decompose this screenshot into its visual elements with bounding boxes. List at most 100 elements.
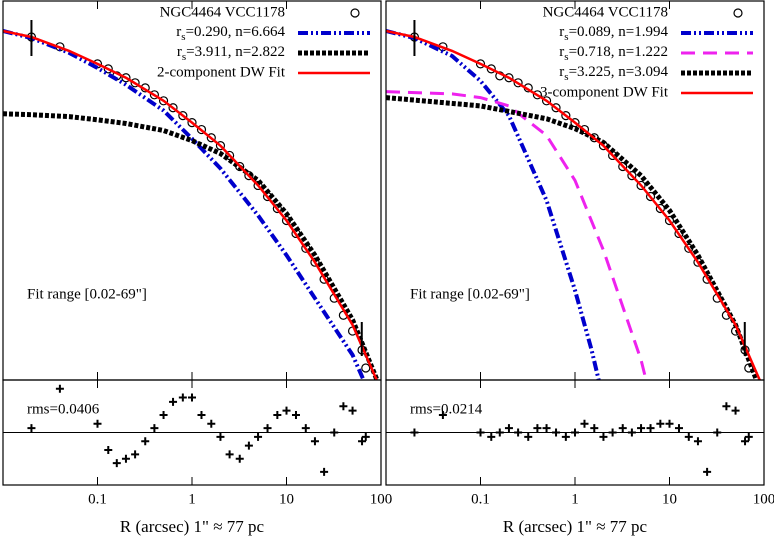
- data-point: [244, 171, 254, 181]
- residual-point: [225, 450, 234, 459]
- residual-point: [476, 428, 485, 437]
- data-point: [149, 90, 159, 100]
- residual-point: [301, 424, 310, 433]
- x-tick-label: 10: [662, 491, 677, 507]
- data-point: [541, 96, 552, 106]
- data-point: [513, 78, 523, 88]
- residual-point: [235, 454, 244, 463]
- legend-label: NGC4464 VCC1178: [543, 4, 668, 20]
- model-curve: [386, 95, 760, 380]
- legend-label: rs=0.089, n=1.994: [559, 24, 668, 42]
- residual-point: [310, 437, 319, 446]
- residual-point: [159, 411, 168, 419]
- x-axis-label: R (arcsec) 1" ≈ 77 pc: [120, 517, 265, 536]
- residual-point: [627, 428, 636, 437]
- residual-point: [608, 428, 617, 437]
- model-curve: [3, 29, 379, 380]
- residual-point: [674, 424, 683, 433]
- x-tick-label: 10: [279, 491, 294, 507]
- residual-point: [637, 424, 646, 433]
- residual-point: [27, 424, 36, 433]
- legend-label: NGC4464 VCC1178: [160, 4, 285, 20]
- data-point: [618, 161, 628, 172]
- plot-area: [3, 384, 381, 476]
- x-tick-label: 1: [571, 491, 579, 507]
- legend-label: rs=0.718, n=1.222: [559, 44, 668, 62]
- annotation: Fit range [0.02-69"]: [410, 286, 530, 302]
- residual-point: [244, 441, 253, 450]
- residual-point: [713, 428, 722, 437]
- residual-point: [618, 424, 627, 433]
- data-point: [178, 111, 188, 121]
- legend-label: rs=3.911, n=2.822: [177, 44, 285, 62]
- residual-point: [703, 467, 712, 476]
- residual-point: [665, 419, 674, 428]
- data-point: [579, 124, 590, 135]
- data-point: [551, 103, 561, 113]
- legend-marker: [350, 8, 360, 18]
- residual-point: [571, 428, 579, 437]
- residual-point: [178, 393, 187, 402]
- residual-point: [263, 424, 272, 433]
- x-tick-label: 100: [753, 491, 774, 507]
- annotation: rms=0.0214: [410, 401, 483, 417]
- residual-point: [693, 437, 702, 446]
- residual-point: [339, 402, 348, 411]
- data-point: [103, 64, 113, 74]
- residual-point: [741, 437, 750, 446]
- legend-label: 2-component DW Fit: [157, 64, 286, 80]
- x-tick-label: 100: [370, 491, 393, 507]
- data-point: [532, 90, 542, 100]
- data-point: [664, 215, 675, 226]
- residual-point: [254, 432, 263, 441]
- data-point: [645, 191, 656, 202]
- residual-point: [141, 437, 150, 446]
- residual-point: [358, 437, 367, 446]
- residual-point: [169, 397, 178, 406]
- residual-point: [561, 432, 570, 441]
- residual-point: [273, 411, 282, 419]
- residual-point: [524, 432, 533, 441]
- residual-point: [207, 419, 216, 428]
- residual-point: [580, 419, 589, 428]
- residual-point: [282, 406, 291, 415]
- data-point: [130, 78, 140, 88]
- data-point: [655, 203, 665, 214]
- residual-point: [514, 428, 523, 437]
- residual-point: [504, 424, 513, 433]
- residual-point: [590, 424, 599, 433]
- residual-point: [150, 424, 159, 433]
- residual-point: [438, 411, 447, 419]
- x-tick-label: 1: [188, 491, 196, 507]
- data-point: [475, 59, 486, 69]
- data-point: [121, 73, 131, 83]
- residual-point: [744, 432, 753, 441]
- residual-point: [599, 432, 608, 441]
- residual-point: [197, 411, 206, 419]
- data-point: [196, 124, 207, 135]
- residual-point: [104, 446, 113, 454]
- x-tick-label: 0.1: [88, 491, 107, 507]
- residual-point: [93, 419, 102, 428]
- data-point: [215, 141, 226, 151]
- plot-area: [386, 402, 764, 476]
- annotation: Fit range [0.02-69"]: [27, 286, 147, 302]
- residual-point: [552, 428, 561, 437]
- model-curve: [3, 29, 366, 380]
- residual-point: [112, 459, 121, 468]
- data-point: [504, 73, 514, 83]
- residual-point: [410, 428, 419, 437]
- residual-point: [320, 467, 329, 476]
- residual-point: [542, 424, 551, 433]
- plot-frame: [385, 379, 765, 486]
- residual-point: [131, 450, 140, 459]
- data-point: [187, 117, 197, 128]
- annotation: rms=0.0406: [27, 401, 100, 417]
- residual-point: [330, 428, 339, 437]
- residual-point: [188, 393, 196, 402]
- model-curve: [386, 29, 762, 380]
- x-tick-label: 0.1: [471, 491, 490, 507]
- residual-point: [361, 432, 370, 441]
- data-point: [561, 111, 571, 121]
